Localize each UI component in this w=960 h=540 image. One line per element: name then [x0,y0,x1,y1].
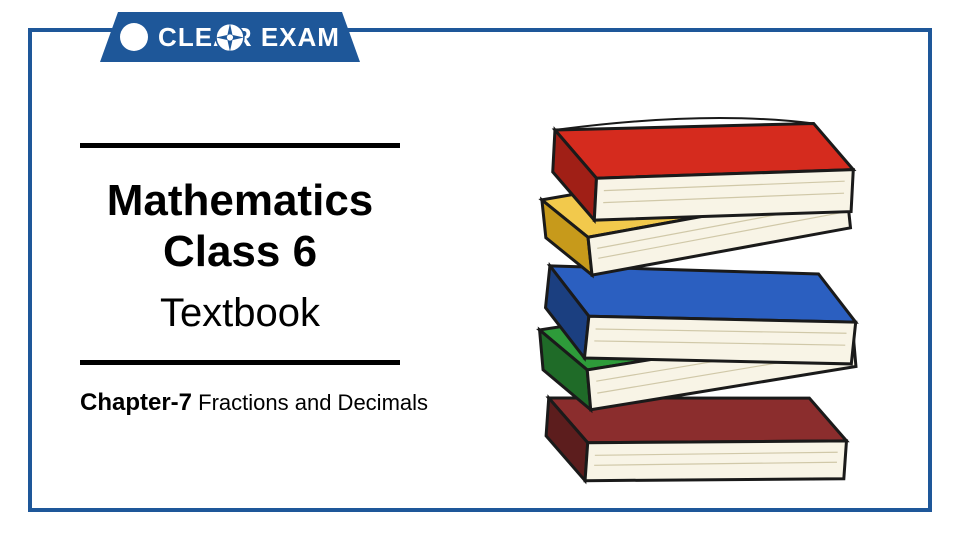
subheading-textbook: Textbook [80,291,400,336]
text-column: Mathematics Class 6 Textbook Chapter-7 F… [40,143,460,417]
rule-top [80,143,400,148]
badge-content: CLEAR EXAM [120,22,340,53]
compass-icon [120,23,148,51]
rule-bottom [80,360,400,365]
heading-line1: Mathematics [107,176,374,225]
illustration-column [480,70,920,490]
chapter-title: Fractions and Decimals [198,390,428,415]
chapter-number: Chapter-7 [80,389,192,416]
content-area: Mathematics Class 6 Textbook Chapter-7 F… [0,0,960,540]
chapter-line: Chapter-7 Fractions and Decimals [80,389,428,417]
heading-block: Mathematics Class 6 [80,176,400,277]
heading-line2: Class 6 [163,227,317,276]
brand-badge: CLEAR EXAM [100,12,360,62]
books-icon [490,70,910,490]
